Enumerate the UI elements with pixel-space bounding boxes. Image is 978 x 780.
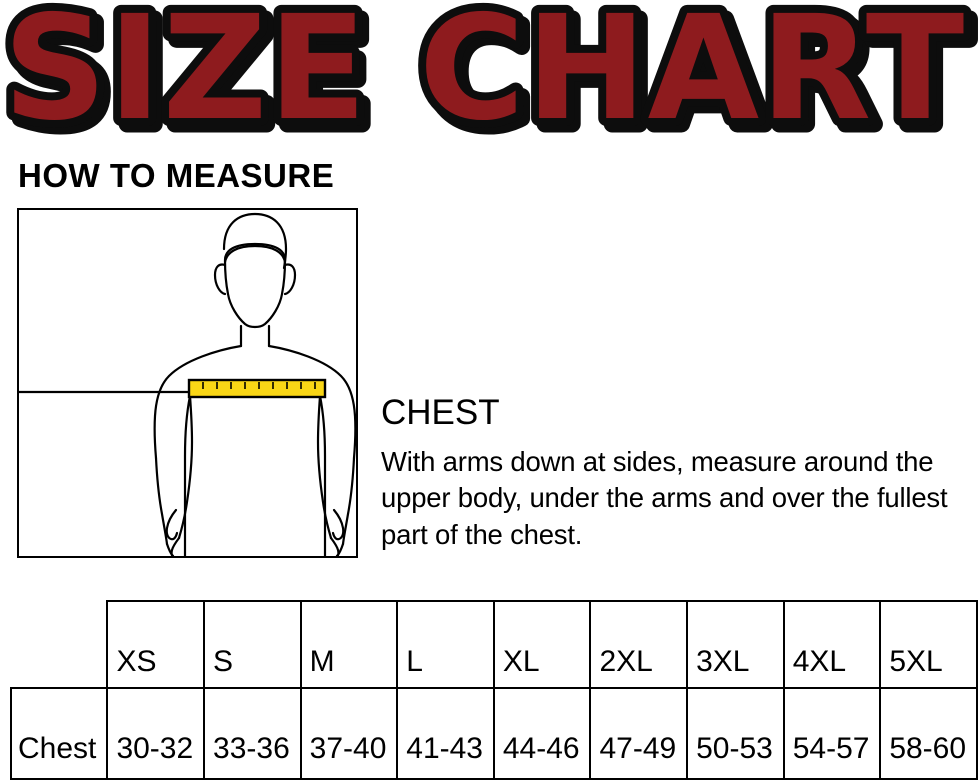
page-title: .tx{ font-family:"DejaVu Sans", sans-ser… [0,0,978,144]
chest-description-block: CHEST With arms down at sides, measure a… [381,393,971,553]
right-arm-inner [316,394,333,540]
table-header-l: L [396,600,495,689]
table-header-2xl: 2XL [589,600,689,689]
table-cell-chest-l: 41-43 [396,687,495,780]
table-row: Chest 30-32 33-36 37-40 41-43 44-46 47-4… [9,687,978,780]
chest-description-title: CHEST [381,393,500,432]
left-shoulder-arm-outer [153,344,243,460]
right-ear [283,263,297,296]
left-torso-side [183,394,192,556]
hair-outline [222,212,288,270]
title-shadow: SIZE CHART [9,0,971,144]
right-shoulder-arm-outer [267,344,356,460]
table-header-row: XS S M L XL 2XL 3XL 4XL 5XL [11,600,978,689]
table-cell-chest-2xl: 47-49 [589,687,689,780]
title-outline: SIZE CHART [3,0,965,144]
size-chart-title-graphic: .tx{ font-family:"DejaVu Sans", sans-ser… [0,0,978,144]
left-arm-inner [177,394,194,540]
table-header-s: S [203,600,302,689]
right-hand-inner [329,536,340,556]
table-cell-chest-4xl: 54-57 [782,687,882,780]
table-header-xl: XL [492,600,592,689]
face-outline [223,242,287,329]
table-cell-chest-5xl: 58-60 [879,687,978,780]
left-hand-inner [170,536,181,556]
table-cell-chest-m: 37-40 [299,687,399,780]
left-ear [213,263,227,296]
left-thumb [165,508,179,541]
table-cell-chest-xl: 44-46 [492,687,592,780]
table-corner-cell [11,601,107,688]
chest-description-body: With arms down at sides, measure around … [381,445,948,550]
male-torso-figure [19,212,356,556]
table-header-3xl: 3XL [686,600,785,689]
hairline [223,244,287,264]
table-header-5xl: 5XL [879,600,978,689]
right-thumb [331,508,345,541]
table-cell-chest-3xl: 50-53 [686,687,785,780]
table-row-label-chest: Chest [9,687,109,780]
chest-measuring-tape [187,378,327,399]
size-table: XS S M L XL 2XL 3XL 4XL 5XL Chest 30-32 … [9,600,978,780]
table-header-xs: XS [106,600,206,689]
right-torso-side [318,394,327,556]
table-header-4xl: 4XL [782,600,882,689]
measurement-illustration-box: Chest [17,208,358,558]
right-forearm-outer [341,456,356,546]
title-fill: SIZE CHART [3,0,965,144]
left-forearm-outer [154,456,169,546]
table-header-m: M [299,600,399,689]
table-cell-chest-s: 33-36 [203,687,302,780]
how-to-measure-heading: HOW TO MEASURE [18,157,335,194]
table-cell-chest-xs: 30-32 [106,687,206,780]
